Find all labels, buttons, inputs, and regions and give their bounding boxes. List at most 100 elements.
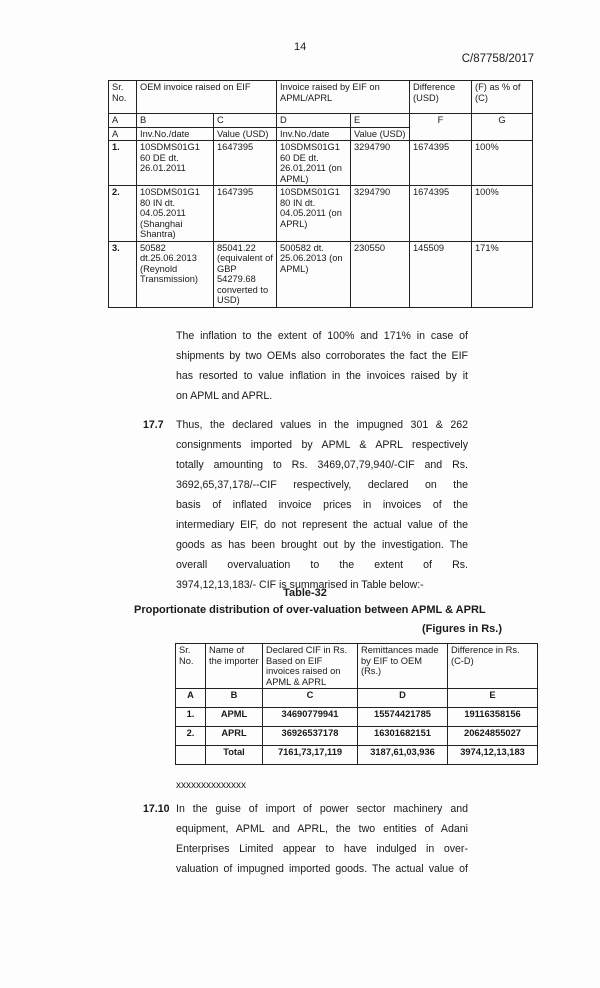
cell: A — [108, 126, 137, 141]
invoice-comparison-table: Sr. No. OEM invoice raised on EIF Invoic… — [108, 80, 534, 308]
text-line: Thus, the declared values in the impugne… — [176, 419, 468, 431]
cell: 171% — [471, 240, 534, 308]
text-line: The inflation to the extent of 100% and … — [176, 330, 468, 342]
cell: B — [136, 113, 214, 128]
cell: Total — [205, 745, 263, 765]
cell: A — [108, 113, 137, 128]
cell: D — [357, 688, 448, 708]
header-cell: OEM invoice raised on EIF — [135, 80, 278, 114]
cell: 3294790 — [350, 140, 411, 186]
paragraph-number: 17.7 — [143, 419, 164, 431]
cell: 2. — [108, 185, 137, 242]
text-line: overall overvaluation to the extent of R… — [176, 559, 468, 571]
text-line: has resorted to value inflation in the i… — [176, 370, 468, 382]
table-row: 1. 10SDMS01G1 60 DE dt. 26.01.2011 1647395… — [108, 140, 534, 186]
cell: 1. — [175, 707, 206, 727]
paragraph-17-7: Thus, the declared values in the impugne… — [176, 415, 468, 595]
cell: 500582 dt. 25.06.2013 (on APML) — [276, 240, 352, 308]
cell: 36926537178 — [262, 726, 358, 746]
text-line: valuation of impugned imported goods. Th… — [176, 863, 468, 875]
cell: 145509 — [409, 240, 473, 308]
text-line: 3692,65,37,178/--CIF respectively, decla… — [176, 479, 468, 491]
cell: 19116358156 — [447, 707, 538, 727]
subheader-row: A Inv.No./date Value (USD) Inv.No./date … — [108, 126, 533, 141]
table-header-row: Sr. No. OEM invoice raised on EIF Invoic… — [108, 80, 534, 114]
cell: 34690779941 — [262, 707, 358, 727]
cell: 3974,12,13,183 — [447, 745, 538, 765]
table-row: 2. APRL 36926537178 16301682151 20624855027 — [175, 726, 538, 746]
table-row: 2. 10SDMS01G1 80 IN dt. 04.05.2011 (Shang… — [108, 185, 534, 242]
text-line: 3974,12,13,183/- CIF is summarised in Ta… — [176, 579, 424, 591]
cell: APRL — [205, 726, 263, 746]
cell: D — [276, 113, 352, 128]
text-line: totally amounting to Rs. 3469,07,79,940/… — [176, 459, 468, 471]
table-row: 1. APML 34690779941 15574421785 19116358156 — [175, 707, 538, 727]
cell: 3. — [108, 240, 137, 308]
paragraph-inflation: The inflation to the extent of 100% and … — [176, 326, 468, 406]
cell: F — [409, 113, 473, 141]
cell: E — [447, 688, 538, 708]
cell: 10SDMS01G1 80 IN dt. 04.05.2011 (on APRL… — [276, 185, 352, 242]
paragraph-number: 17.10 — [143, 803, 170, 815]
cell: 10SDMS01G1 60 DE dt. 26.01.2011 — [136, 140, 214, 186]
cell: Value (USD) — [212, 126, 278, 141]
cell: 100% — [471, 140, 534, 186]
cell: Inv.No./date — [136, 126, 214, 141]
text-line: intermediary EIF, do not represent the a… — [176, 519, 468, 531]
cell: Value (USD) — [350, 126, 411, 141]
header-cell: Declared CIF in Rs. Based on EIF invoice… — [262, 643, 358, 689]
cell: 10SDMS01G1 80 IN dt. 04.05.2011 (Shangha… — [136, 185, 214, 242]
cell: 1647395 — [212, 185, 278, 242]
cell: 85041.22 (equivalent of GBP 54279.68 con… — [212, 240, 278, 308]
table-row: 3. 50582 dt.25.06.2013 (Reynold Transmiss… — [108, 240, 534, 308]
letter-row: A B C D E F G — [108, 113, 534, 141]
cell: 16301682151 — [357, 726, 448, 746]
cell: E — [350, 113, 411, 128]
cell: 3294790 — [350, 185, 411, 242]
header-cell: Difference (USD) — [409, 80, 473, 114]
text-line: shipments by two OEMs also corroborates … — [176, 350, 468, 362]
text-line: basis of inflated invoice prices in invo… — [176, 499, 468, 511]
text-line: Enterprises Limited appear to have indul… — [176, 843, 468, 855]
table-header-row: Sr. No. Name of the importer Declared CI… — [175, 643, 538, 689]
cell — [175, 745, 206, 765]
header-cell: Invoice raised by EIF on APML/APRL — [276, 80, 411, 114]
cell: Inv.No./date — [276, 126, 352, 141]
cell: 100% — [471, 185, 534, 242]
paragraph-17-10: In the guise of import of power sector m… — [176, 799, 468, 879]
cell: B — [205, 688, 263, 708]
cell: A — [175, 688, 206, 708]
header-cell: Sr. No. — [108, 80, 137, 114]
figures-unit: (Figures in Rs.) — [421, 623, 502, 635]
cell: APML — [205, 707, 263, 727]
cell: 20624855027 — [447, 726, 538, 746]
table-subtitle: Proportionate distribution of over-valua… — [134, 604, 486, 616]
cell: 50582 dt.25.06.2013 (Reynold Transmissio… — [136, 240, 214, 308]
table-title: Table-32 — [283, 587, 327, 599]
cell: 1647395 — [212, 140, 278, 186]
cell: 7161,73,17,119 — [262, 745, 358, 765]
cell: 10SDMS01G1 60 DE dt. 26.01.2011 (on APML… — [276, 140, 352, 186]
cell: 230550 — [350, 240, 411, 308]
page-number: 14 — [294, 41, 307, 53]
cell: 2. — [175, 726, 206, 746]
total-row: Total 7161,73,17,119 3187,61,03,936 3974,12… — [175, 745, 538, 765]
cell: 15574421785 — [357, 707, 448, 727]
text-line: goods as has been brought out by the inv… — [176, 539, 468, 551]
header-cell: Remittances made by EIF to OEM (Rs.) — [357, 643, 448, 689]
cell: 1674395 — [409, 185, 473, 242]
cell: C — [262, 688, 358, 708]
separator-text: xxxxxxxxxxxxxx — [176, 780, 246, 791]
text-line: In the guise of import of power sector m… — [176, 803, 468, 815]
header-cell: (F) as % of (C) — [471, 80, 534, 114]
cell: 1. — [108, 140, 137, 186]
cell: 1674395 — [409, 140, 473, 186]
cell: G — [471, 113, 534, 141]
cell: 3187,61,03,936 — [357, 745, 448, 765]
header-cell: Sr. No. — [175, 643, 206, 689]
text-line: on APML and APRL. — [176, 390, 273, 402]
case-number: C/87758/2017 — [461, 53, 534, 65]
cell: C — [212, 113, 278, 128]
